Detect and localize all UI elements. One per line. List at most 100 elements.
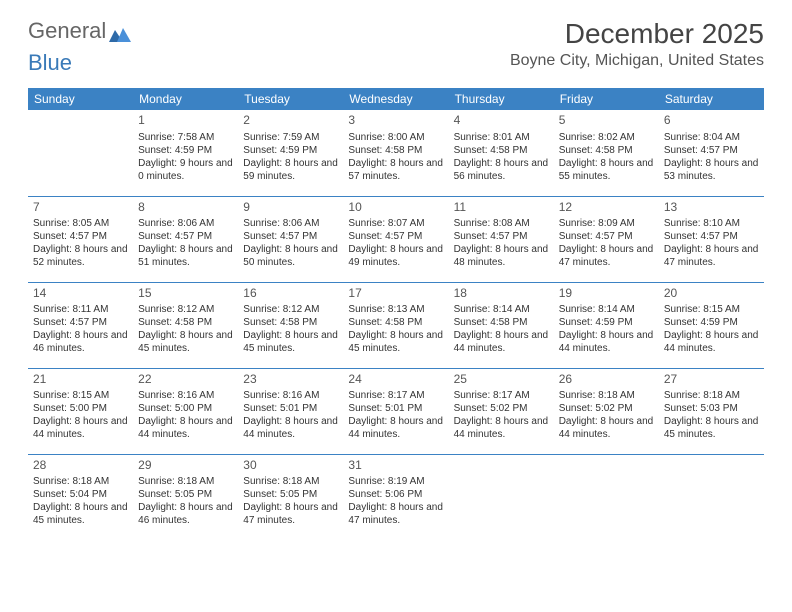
sunset-line: Sunset: 4:57 PM	[454, 230, 549, 243]
daylight-line: Daylight: 8 hours and 51 minutes.	[138, 243, 233, 269]
day-number: 29	[138, 458, 233, 474]
day-header-row: Sunday Monday Tuesday Wednesday Thursday…	[28, 88, 764, 110]
day-number: 25	[454, 372, 549, 388]
daylight-line: Daylight: 8 hours and 46 minutes.	[33, 329, 128, 355]
calendar-cell: 28Sunrise: 8:18 AMSunset: 5:04 PMDayligh…	[28, 454, 133, 540]
sunset-line: Sunset: 4:57 PM	[559, 230, 654, 243]
calendar-cell: 8Sunrise: 8:06 AMSunset: 4:57 PMDaylight…	[133, 196, 238, 282]
calendar-cell: 22Sunrise: 8:16 AMSunset: 5:00 PMDayligh…	[133, 368, 238, 454]
calendar-cell: 13Sunrise: 8:10 AMSunset: 4:57 PMDayligh…	[659, 196, 764, 282]
day-number: 10	[348, 200, 443, 216]
sunset-line: Sunset: 4:58 PM	[348, 144, 443, 157]
daylight-line: Daylight: 8 hours and 44 minutes.	[664, 329, 759, 355]
sunset-line: Sunset: 5:01 PM	[348, 402, 443, 415]
day-number: 15	[138, 286, 233, 302]
sunrise-line: Sunrise: 8:19 AM	[348, 475, 443, 488]
day-number: 11	[454, 200, 549, 216]
sunset-line: Sunset: 4:57 PM	[33, 230, 128, 243]
day-header: Tuesday	[238, 88, 343, 110]
logo: General	[28, 18, 131, 44]
day-number: 5	[559, 113, 654, 129]
daylight-line: Daylight: 8 hours and 45 minutes.	[33, 501, 128, 527]
sunrise-line: Sunrise: 8:14 AM	[559, 303, 654, 316]
sunset-line: Sunset: 4:58 PM	[454, 316, 549, 329]
sunset-line: Sunset: 4:58 PM	[454, 144, 549, 157]
calendar-cell: 24Sunrise: 8:17 AMSunset: 5:01 PMDayligh…	[343, 368, 448, 454]
day-number: 3	[348, 113, 443, 129]
sunset-line: Sunset: 4:58 PM	[559, 144, 654, 157]
day-number: 30	[243, 458, 338, 474]
title-block: December 2025 Boyne City, Michigan, Unit…	[510, 18, 764, 70]
daylight-line: Daylight: 8 hours and 47 minutes.	[664, 243, 759, 269]
day-number: 24	[348, 372, 443, 388]
calendar-cell: 16Sunrise: 8:12 AMSunset: 4:58 PMDayligh…	[238, 282, 343, 368]
day-number: 16	[243, 286, 338, 302]
sunset-line: Sunset: 4:59 PM	[664, 316, 759, 329]
calendar-row: 7Sunrise: 8:05 AMSunset: 4:57 PMDaylight…	[28, 196, 764, 282]
logo-triangle-icon	[109, 22, 131, 40]
day-header: Wednesday	[343, 88, 448, 110]
daylight-line: Daylight: 8 hours and 49 minutes.	[348, 243, 443, 269]
sunset-line: Sunset: 5:02 PM	[559, 402, 654, 415]
daylight-line: Daylight: 8 hours and 44 minutes.	[454, 329, 549, 355]
sunrise-line: Sunrise: 8:07 AM	[348, 217, 443, 230]
daylight-line: Daylight: 9 hours and 0 minutes.	[138, 157, 233, 183]
sunset-line: Sunset: 5:01 PM	[243, 402, 338, 415]
sunset-line: Sunset: 5:00 PM	[33, 402, 128, 415]
sunset-line: Sunset: 4:57 PM	[243, 230, 338, 243]
calendar-page: General December 2025 Boyne City, Michig…	[0, 0, 792, 560]
day-header: Thursday	[449, 88, 554, 110]
sunrise-line: Sunrise: 8:16 AM	[243, 389, 338, 402]
daylight-line: Daylight: 8 hours and 47 minutes.	[559, 243, 654, 269]
sunrise-line: Sunrise: 8:18 AM	[559, 389, 654, 402]
calendar-cell: 10Sunrise: 8:07 AMSunset: 4:57 PMDayligh…	[343, 196, 448, 282]
sunrise-line: Sunrise: 8:15 AM	[33, 389, 128, 402]
day-header: Saturday	[659, 88, 764, 110]
day-number: 21	[33, 372, 128, 388]
calendar-row: 21Sunrise: 8:15 AMSunset: 5:00 PMDayligh…	[28, 368, 764, 454]
calendar-cell: 12Sunrise: 8:09 AMSunset: 4:57 PMDayligh…	[554, 196, 659, 282]
sunset-line: Sunset: 5:04 PM	[33, 488, 128, 501]
sunset-line: Sunset: 5:02 PM	[454, 402, 549, 415]
calendar-cell: 9Sunrise: 8:06 AMSunset: 4:57 PMDaylight…	[238, 196, 343, 282]
sunset-line: Sunset: 5:03 PM	[664, 402, 759, 415]
calendar-cell: 19Sunrise: 8:14 AMSunset: 4:59 PMDayligh…	[554, 282, 659, 368]
calendar-cell: 23Sunrise: 8:16 AMSunset: 5:01 PMDayligh…	[238, 368, 343, 454]
day-number: 19	[559, 286, 654, 302]
calendar-cell: 4Sunrise: 8:01 AMSunset: 4:58 PMDaylight…	[449, 110, 554, 196]
day-number: 13	[664, 200, 759, 216]
daylight-line: Daylight: 8 hours and 44 minutes.	[33, 415, 128, 441]
calendar-cell: 2Sunrise: 7:59 AMSunset: 4:59 PMDaylight…	[238, 110, 343, 196]
daylight-line: Daylight: 8 hours and 48 minutes.	[454, 243, 549, 269]
sunset-line: Sunset: 4:59 PM	[243, 144, 338, 157]
day-number: 27	[664, 372, 759, 388]
location: Boyne City, Michigan, United States	[510, 52, 764, 70]
day-number: 4	[454, 113, 549, 129]
daylight-line: Daylight: 8 hours and 45 minutes.	[664, 415, 759, 441]
calendar-cell: 6Sunrise: 8:04 AMSunset: 4:57 PMDaylight…	[659, 110, 764, 196]
calendar-cell: 17Sunrise: 8:13 AMSunset: 4:58 PMDayligh…	[343, 282, 448, 368]
sunrise-line: Sunrise: 8:06 AM	[243, 217, 338, 230]
day-header: Monday	[133, 88, 238, 110]
calendar-cell: 26Sunrise: 8:18 AMSunset: 5:02 PMDayligh…	[554, 368, 659, 454]
day-number: 18	[454, 286, 549, 302]
day-number: 2	[243, 113, 338, 129]
daylight-line: Daylight: 8 hours and 59 minutes.	[243, 157, 338, 183]
sunset-line: Sunset: 5:05 PM	[138, 488, 233, 501]
sunrise-line: Sunrise: 8:15 AM	[664, 303, 759, 316]
calendar-cell: 29Sunrise: 8:18 AMSunset: 5:05 PMDayligh…	[133, 454, 238, 540]
sunset-line: Sunset: 4:58 PM	[348, 316, 443, 329]
day-number: 12	[559, 200, 654, 216]
day-number: 1	[138, 113, 233, 129]
calendar-cell: 27Sunrise: 8:18 AMSunset: 5:03 PMDayligh…	[659, 368, 764, 454]
day-number: 14	[33, 286, 128, 302]
daylight-line: Daylight: 8 hours and 47 minutes.	[243, 501, 338, 527]
sunrise-line: Sunrise: 8:06 AM	[138, 217, 233, 230]
day-number: 17	[348, 286, 443, 302]
sunset-line: Sunset: 5:00 PM	[138, 402, 233, 415]
calendar-cell-empty	[659, 454, 764, 540]
daylight-line: Daylight: 8 hours and 55 minutes.	[559, 157, 654, 183]
daylight-line: Daylight: 8 hours and 52 minutes.	[33, 243, 128, 269]
calendar-cell: 15Sunrise: 8:12 AMSunset: 4:58 PMDayligh…	[133, 282, 238, 368]
sunset-line: Sunset: 4:57 PM	[664, 144, 759, 157]
